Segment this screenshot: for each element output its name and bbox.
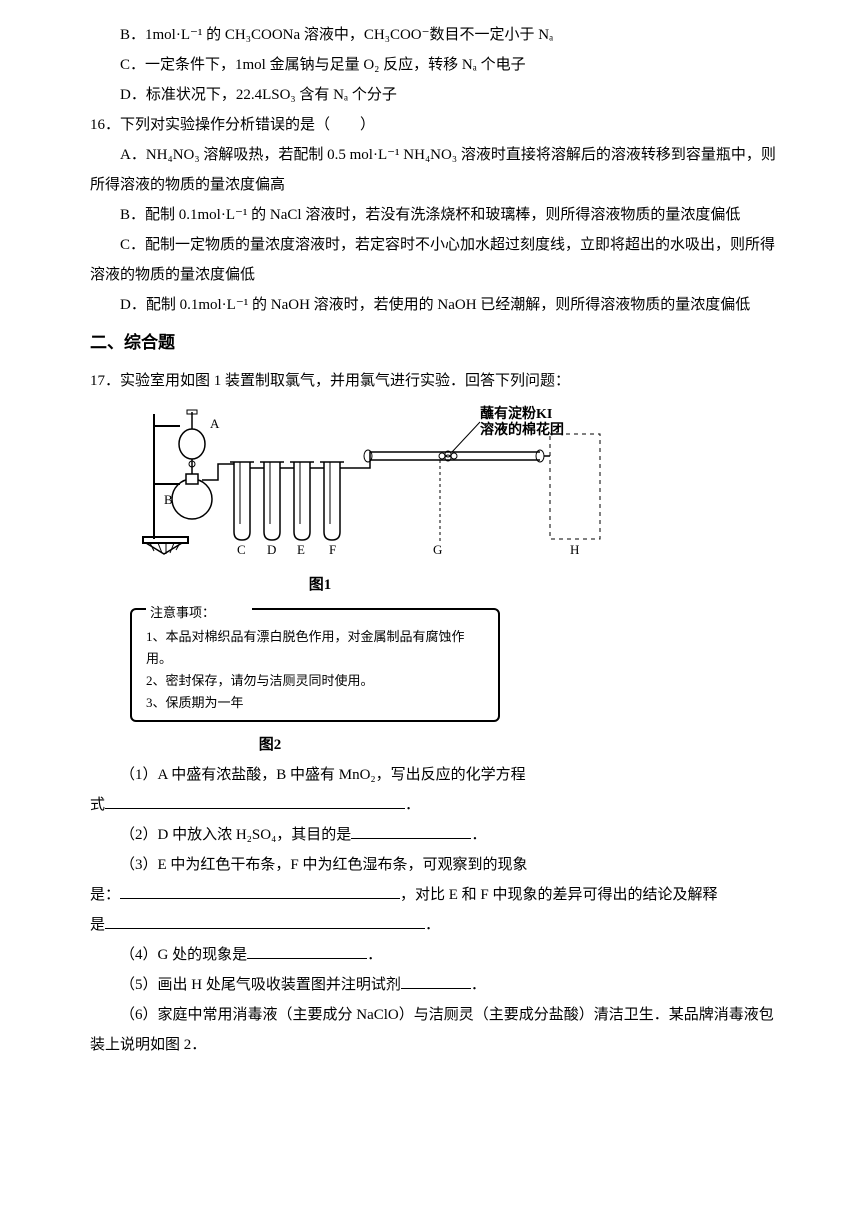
q17-3c: 是． [90,910,780,940]
q17-2-text: （2）D 中放入浓 H₂SO₄，其目的是 [120,827,351,843]
q17-2: （2）D 中放入浓 H₂SO₄，其目的是 ． [90,820,780,850]
q17-1a: （1）A 中盛有浓盐酸，B 中盛有 MnO₂，写出反应的化学方程 [90,760,780,790]
q17-1b: 式． [90,790,780,820]
q17-stem: 17．实验室用如图 1 装置制取氯气，并用氯气进行实验．回答下列问题： [90,366,780,396]
note-line-1: 1、本品对棉织品有漂白脱色作用，对金属制品有腐蚀作用。 [146,626,484,670]
label-g: G [433,542,442,557]
apparatus-diagram: A B C D E [140,404,620,559]
svg-text:E: E [297,542,305,557]
tube-e: E [290,462,314,557]
figure2-label: 图2 [170,730,370,760]
note-line-2: 2、密封保存，请勿与洁厕灵同时使用。 [146,670,484,692]
figure-1: A B C D E [140,404,780,600]
q17-1b-prefix: 式 [90,797,105,813]
q16-option-c: C．配制一定物质的量浓度溶液时，若定容时不小心加水超过刻度线，立即将超出的水吸出… [90,230,780,290]
blank-3a[interactable] [120,881,400,899]
blank-5[interactable] [401,971,471,989]
q16-option-d: D．配制 0.1mol·L⁻¹ 的 NaOH 溶液时，若使用的 NaOH 已经潮… [90,290,780,320]
tube-f: F [320,462,344,557]
q17-5: （5）画出 H 处尾气吸收装置图并注明试剂 ． [90,970,780,1000]
tube-d: D [260,462,284,557]
q17-3b: 是： ，对比 E 和 F 中现象的差异可得出的结论及解释 [90,880,780,910]
q17-3b-mid: ，对比 E 和 F 中现象的差异可得出的结论及解释 [400,887,718,903]
q15-option-c: C．一定条件下，1mol 金属钠与足量 O₂ 反应，转移 Nₐ 个电子 [90,50,780,80]
q17-4: （4）G 处的现象是 ． [90,940,780,970]
q17-4-suffix: ． [367,947,382,963]
section-2-title: 二、综合题 [90,326,780,360]
q17-4-text: （4）G 处的现象是 [120,947,247,963]
blank-3b[interactable] [105,911,425,929]
q17-5-suffix: ． [471,977,486,993]
q17-6: （6）家庭中常用消毒液（主要成分 NaClO）与洁厕灵（主要成分盐酸）清洁卫生．… [90,1000,780,1060]
q16-stem: 16．下列对实验操作分析错误的是（ ） [90,110,780,140]
q16-option-a: A．NH₄NO₃ 溶解吸热，若配制 0.5 mol·L⁻¹ NH₄NO₃ 溶液时… [90,140,780,200]
tube-c: C [230,462,254,557]
q15-option-d: D．标准状况下，22.4LSO₃ 含有 Nₐ 个分子 [90,80,780,110]
q17-3a: （3）E 中为红色干布条，F 中为红色湿布条，可观察到的现象 [90,850,780,880]
q17-2-suffix: ． [471,827,486,843]
blank-4[interactable] [247,941,367,959]
svg-text:D: D [267,542,276,557]
q17-3b-prefix: 是： [90,887,120,903]
label-b: B [164,492,173,507]
blank-2[interactable] [351,821,471,839]
annotation-1: 蘸有淀粉KI [480,405,552,422]
figure1-label: 图1 [220,570,420,600]
q17-1b-suffix: ． [405,797,420,813]
q17-5-text: （5）画出 H 处尾气吸收装置图并注明试剂 [120,977,401,993]
note-box: 注意事项： 1、本品对棉织品有漂白脱色作用，对金属制品有腐蚀作用。 2、密封保存… [130,608,500,722]
q15-option-b: B．1mol·L⁻¹ 的 CH₃COONa 溶液中，CH₃COO⁻数目不一定小于… [90,20,780,50]
q17-3c-prefix: 是 [90,917,105,933]
label-a: A [210,416,220,431]
q16-option-b: B．配制 0.1mol·L⁻¹ 的 NaCl 溶液时，若没有洗涤烧杯和玻璃棒，则… [90,200,780,230]
svg-text:F: F [329,542,336,557]
blank-1[interactable] [105,791,405,809]
note-header: 注意事项： [146,602,219,624]
svg-text:C: C [237,542,246,557]
label-h: H [570,542,579,557]
note-line-3: 3、保质期为一年 [146,692,484,714]
annotation-2: 溶液的棉花团 [480,421,564,438]
q17-3c-suffix: ． [425,917,440,933]
